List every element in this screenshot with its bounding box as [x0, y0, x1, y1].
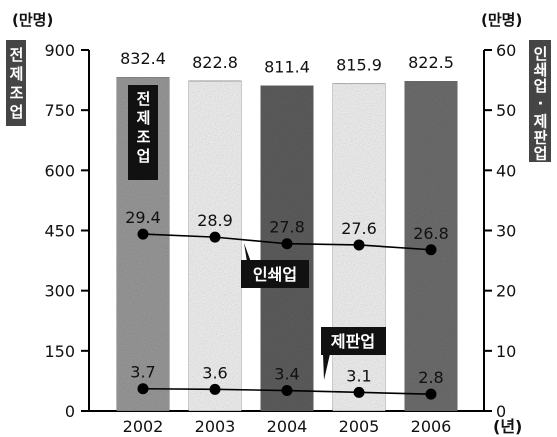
series-label-plate: 제판업	[321, 327, 386, 380]
line-value-label: 29.4	[125, 208, 161, 227]
right-tick-label: 0	[496, 402, 506, 421]
left-tick-label: 450	[44, 222, 75, 241]
right-tick-label: 10	[496, 342, 516, 361]
series-label-printing-text: 인쇄업	[253, 265, 297, 284]
left-axis-label-text: 전제조업	[7, 47, 25, 123]
line-value-label: 3.1	[346, 366, 371, 385]
x-tick-label: 2003	[195, 417, 236, 436]
left-axis-ticks: 0 150 300 450 600 750 900	[44, 41, 89, 421]
line-point	[281, 385, 293, 397]
series-label-plate-text: 제판업	[331, 332, 375, 351]
line-point	[353, 386, 365, 398]
line-point	[209, 383, 221, 395]
right-axis-unit: (만명)	[481, 11, 522, 29]
line-point	[137, 383, 149, 395]
line-point	[137, 228, 149, 240]
left-tick-label: 900	[44, 41, 75, 60]
x-tick-label: 2006	[411, 417, 452, 436]
line-value-labels: 29.4 28.9 27.8 27.6 26.8 3.7 3.6 3.4 3.1 2.8	[125, 208, 449, 387]
right-axis-ticks: 0 10 20 30 40 50 60	[484, 41, 516, 421]
left-tick-label: 750	[44, 101, 75, 120]
right-tick-label: 50	[496, 101, 516, 120]
line-value-label: 27.6	[341, 219, 377, 238]
right-axis-label: 인쇄업 · 제판업	[529, 40, 551, 162]
line-value-label: 27.8	[269, 218, 305, 237]
right-tick-label: 40	[496, 161, 516, 180]
line-point	[353, 239, 365, 251]
series-label-printing: 인쇄업	[241, 243, 309, 288]
left-axis-unit: (만명)	[12, 11, 53, 29]
bar-value-label: 822.5	[408, 53, 454, 72]
line-value-label: 2.8	[418, 368, 443, 387]
lines	[137, 228, 437, 400]
line-value-label: 26.8	[413, 224, 449, 243]
line-point	[425, 244, 437, 256]
x-tick-label: 2002	[123, 417, 164, 436]
line-value-label: 3.6	[202, 363, 227, 382]
series-label-manufacturing: 전제조업	[128, 85, 158, 180]
bar-value-label: 815.9	[336, 56, 382, 75]
bar-value-label: 822.8	[192, 53, 238, 72]
right-tick-label: 60	[496, 41, 516, 60]
bar-value-label: 811.4	[264, 58, 310, 77]
x-tick-label: 2005	[339, 417, 380, 436]
line-value-label: 3.4	[274, 365, 299, 384]
series-label-manufacturing-text: 전제조업	[134, 91, 152, 167]
x-axis-unit: (년)	[493, 417, 522, 436]
left-tick-label: 0	[65, 402, 75, 421]
line-value-label: 28.9	[197, 211, 233, 230]
left-axis-label: 전제조업	[6, 40, 26, 126]
line-point	[281, 238, 293, 250]
right-axis-label-text: 인쇄업 · 제판업	[531, 45, 549, 161]
x-axis-labels: 2002 2003 2004 2005 2006	[123, 417, 452, 436]
bar-2003	[188, 80, 242, 412]
left-tick-label: 150	[44, 342, 75, 361]
left-tick-label: 300	[44, 282, 75, 301]
line-point	[209, 231, 221, 243]
line-point	[425, 388, 437, 400]
x-tick-label: 2004	[267, 417, 308, 436]
right-tick-label: 30	[496, 222, 516, 241]
bar-value-label: 832.4	[120, 49, 166, 68]
left-tick-label: 600	[44, 161, 75, 180]
bar-value-labels: 832.4 822.8 811.4 815.9 822.5	[120, 49, 454, 76]
right-tick-label: 20	[496, 282, 516, 301]
line-value-label: 3.7	[130, 363, 155, 382]
